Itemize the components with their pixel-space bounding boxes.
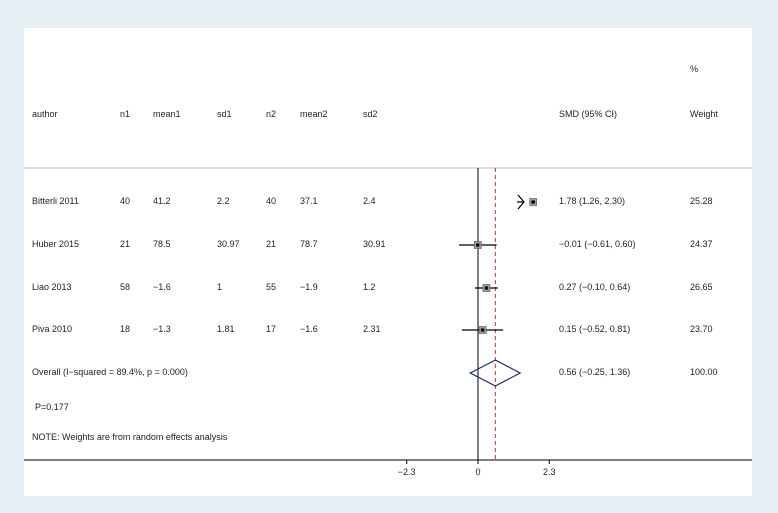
study-mean1: −1.3 xyxy=(153,324,171,334)
study-mean2: −1.9 xyxy=(300,282,318,292)
weights-note: NOTE: Weights are from random effects an… xyxy=(32,432,228,442)
header-sd2: sd2 xyxy=(363,109,378,119)
study-ci-text: −0.01 (−0.61, 0.60) xyxy=(559,239,636,249)
study-sd1: 30.97 xyxy=(217,239,240,249)
study-row: Liao 2013 58 −1.6 1 55 −1.9 1.2 0.27 (−0… xyxy=(32,282,713,292)
overall-weight: 100.00 xyxy=(690,367,718,377)
x-tick-label: −2.3 xyxy=(398,467,416,477)
header-n1: n1 xyxy=(120,109,130,119)
header-weight: Weight xyxy=(690,109,718,119)
overall-diamond xyxy=(468,359,522,387)
header-mean1: mean1 xyxy=(153,109,181,119)
study-ci-text: 0.15 (−0.52, 0.81) xyxy=(559,324,630,334)
header-sd1: sd1 xyxy=(217,109,232,119)
study-point xyxy=(475,243,480,247)
study-sd2: 1.2 xyxy=(363,282,376,292)
p-value-text: P=0.177 xyxy=(35,402,69,412)
study-sd1: 2.2 xyxy=(217,196,230,206)
overall-ci-text: 0.56 (−0.25, 1.36) xyxy=(559,367,630,377)
study-n1: 21 xyxy=(120,239,130,249)
study-sd2: 30.91 xyxy=(363,239,386,249)
header-author: author xyxy=(32,109,58,119)
study-sd1: 1.81 xyxy=(217,324,235,334)
study-point xyxy=(480,328,485,332)
study-author: Liao 2013 xyxy=(32,282,72,292)
study-n2: 40 xyxy=(266,196,276,206)
study-ci-text: 1.78 (1.26, 2.30) xyxy=(559,196,625,206)
study-row: Huber 2015 21 78.5 30.97 21 78.7 30.91 −… xyxy=(32,239,713,249)
study-n1: 18 xyxy=(120,324,130,334)
header-weight-percent: % xyxy=(690,64,698,74)
header-smd: SMD (95% CI) xyxy=(559,109,617,119)
study-ci-text: 0.27 (−0.10, 0.64) xyxy=(559,282,630,292)
ci-arrow-icon xyxy=(517,194,525,210)
study-point xyxy=(531,200,535,204)
study-mean2: −1.6 xyxy=(300,324,318,334)
study-n2: 21 xyxy=(266,239,276,249)
study-author: Bitterli 2011 xyxy=(32,196,79,206)
study-author: Piva 2010 xyxy=(32,324,72,334)
study-weight: 26.65 xyxy=(690,282,713,292)
study-mean2: 37.1 xyxy=(300,196,318,206)
study-weight: 24.37 xyxy=(690,239,713,249)
x-tick-label: 2.3 xyxy=(543,467,556,477)
study-weight: 25.28 xyxy=(690,196,713,206)
study-mean1: 78.5 xyxy=(153,239,171,249)
study-sd1: 1 xyxy=(217,282,222,292)
study-weight: 23.70 xyxy=(690,324,713,334)
study-n1: 40 xyxy=(120,196,130,206)
study-author: Huber 2015 xyxy=(32,239,79,249)
header-n2: n2 xyxy=(266,109,276,119)
study-sd2: 2.4 xyxy=(363,196,376,206)
forest-plot-panel: % author n1 mean1 sd1 n2 mean2 sd2 SMD (… xyxy=(24,28,752,496)
overall-label: Overall (I−squared = 89.4%, p = 0.000) xyxy=(32,367,188,377)
x-tick-label: 0 xyxy=(475,467,480,477)
study-n2: 17 xyxy=(266,324,276,334)
study-point xyxy=(484,286,489,290)
forest-plot: % author n1 mean1 sd1 n2 mean2 sd2 SMD (… xyxy=(24,64,752,477)
study-mean1: −1.6 xyxy=(153,282,171,292)
study-mean1: 41.2 xyxy=(153,196,171,206)
header-mean2: mean2 xyxy=(300,109,328,119)
plot-marks: −2.3 0 2.3 xyxy=(398,168,556,477)
study-row: Piva 2010 18 −1.3 1.81 17 −1.6 2.31 0.15… xyxy=(32,324,713,334)
study-n1: 58 xyxy=(120,282,130,292)
study-row: Bitterli 2011 40 41.2 2.2 40 37.1 2.4 1.… xyxy=(32,196,713,206)
study-n2: 55 xyxy=(266,282,276,292)
study-mean2: 78.7 xyxy=(300,239,318,249)
study-sd2: 2.31 xyxy=(363,324,381,334)
